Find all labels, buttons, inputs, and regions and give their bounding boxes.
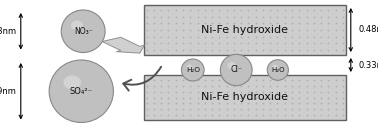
- Ellipse shape: [71, 20, 83, 30]
- Text: Ni-Fe hydroxide: Ni-Fe hydroxide: [201, 92, 288, 102]
- Ellipse shape: [181, 59, 204, 81]
- Text: H₂O: H₂O: [271, 67, 285, 73]
- Bar: [144, 75, 346, 120]
- Text: SO₄²⁻: SO₄²⁻: [70, 87, 93, 96]
- Ellipse shape: [61, 10, 105, 52]
- Ellipse shape: [49, 60, 113, 122]
- Text: H₂O: H₂O: [186, 67, 200, 73]
- Text: 0.49nm: 0.49nm: [0, 87, 16, 96]
- Text: 0.33nm: 0.33nm: [0, 27, 16, 36]
- Text: Cl⁻: Cl⁻: [230, 66, 242, 74]
- Bar: [144, 5, 346, 55]
- Ellipse shape: [272, 65, 278, 69]
- Text: Ni-Fe hydroxide: Ni-Fe hydroxide: [201, 25, 288, 35]
- Ellipse shape: [228, 62, 236, 69]
- Text: 0.48nm: 0.48nm: [359, 26, 378, 35]
- Text: NO₃⁻: NO₃⁻: [74, 27, 93, 36]
- Ellipse shape: [267, 60, 288, 80]
- Text: 0.33nm: 0.33nm: [359, 60, 378, 70]
- Ellipse shape: [64, 76, 81, 90]
- Ellipse shape: [186, 64, 193, 69]
- Ellipse shape: [220, 54, 252, 86]
- FancyArrowPatch shape: [123, 67, 161, 91]
- FancyArrow shape: [102, 37, 144, 53]
